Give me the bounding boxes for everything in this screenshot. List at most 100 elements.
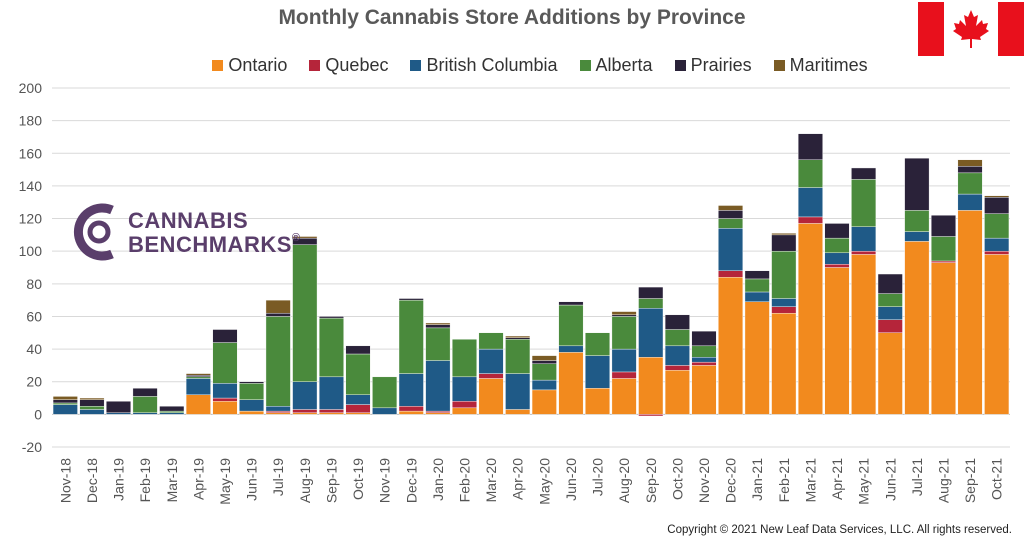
x-tick-label: Oct-19 [350, 458, 366, 500]
bar-segment-quebec [771, 306, 797, 314]
bar-segment-prairies [744, 270, 770, 280]
bar-segment-british-columbia [212, 383, 238, 399]
x-tick-label: Sep-21 [962, 458, 978, 503]
x-tick-label: Feb-20 [456, 458, 472, 503]
bar-segment-quebec [452, 401, 477, 409]
bar-segment-ontario [984, 254, 1010, 415]
bar-segment-maritimes [185, 373, 211, 376]
bar-segment-british-columbia [611, 348, 637, 373]
chart-legend: Ontario Quebec British Columbia Alberta Prai… [100, 55, 980, 76]
y-tick-label: -20 [22, 439, 42, 455]
logo-text-cannabis: CANNABIS [128, 208, 249, 233]
bar-segment-alberta [585, 332, 610, 356]
x-tick-label: Oct-21 [989, 458, 1005, 500]
bar-segment-prairies [398, 298, 424, 301]
legend-item-ontario: Ontario [212, 55, 287, 76]
bar-segment-prairies [664, 314, 690, 330]
bar-segment-quebec [851, 250, 877, 255]
x-tick-label: Dec-20 [723, 458, 739, 503]
bar-segment-quebec [797, 216, 823, 224]
bar-segment-ontario [505, 409, 531, 415]
x-tick-label: Mar-21 [802, 458, 818, 503]
bar-segment-alberta [824, 237, 850, 254]
bar-segment-prairies [984, 197, 1010, 214]
bar-segment-ontario [212, 401, 238, 415]
x-tick-label: Nov-20 [696, 458, 712, 503]
bar-segment-alberta [318, 317, 344, 378]
x-tick-label: Jul-21 [909, 458, 925, 496]
bar-segment-ontario [239, 410, 265, 415]
bar-segment-quebec [345, 404, 371, 413]
bar-segment-ontario [478, 378, 504, 415]
bar-segment-maritimes [425, 322, 451, 325]
bar-segment-maritimes [771, 233, 797, 236]
legend-swatch [579, 60, 591, 71]
bar-segment-ontario [824, 267, 850, 415]
bar-segment-prairies [425, 324, 451, 329]
bar-segment-prairies [505, 337, 531, 340]
x-tick-label: Sep-19 [323, 458, 339, 503]
bar-segment-prairies [691, 330, 717, 347]
legend-swatch [410, 60, 422, 71]
x-tick-label: Jul-20 [590, 458, 606, 496]
bar-segment-british-columbia [79, 409, 105, 415]
cannabis-benchmarks-logo: CANNABIS BENCHMARKS® [72, 200, 312, 264]
bar-segment-prairies [132, 388, 158, 397]
bar-segment-quebec [638, 414, 664, 417]
x-tick-label: Aug-19 [297, 458, 313, 503]
bar-segment-british-columbia [505, 373, 531, 410]
bar-segment-quebec [691, 361, 717, 366]
x-tick-label: May-21 [856, 458, 872, 505]
x-tick-label: Jun-21 [882, 458, 898, 501]
x-tick-label: Mar-19 [164, 458, 180, 503]
y-tick-label: 0 [34, 406, 42, 422]
bar-segment-ontario [531, 389, 557, 415]
bar-segment-ontario [292, 412, 318, 415]
legend-swatch [212, 60, 224, 71]
bar-segment-alberta [292, 244, 318, 382]
bar-segment-alberta [52, 402, 78, 405]
bar-segment-alberta [771, 250, 797, 299]
x-tick-label: Oct-20 [669, 458, 685, 500]
bar-segment-prairies [239, 381, 265, 384]
y-tick-label: 200 [19, 80, 43, 96]
bar-segment-quebec [984, 250, 1010, 255]
bar-segment-ontario [558, 352, 584, 415]
bar-segment-prairies [931, 215, 956, 237]
bar-segment-ontario [398, 410, 424, 415]
bar-segment-alberta [558, 304, 584, 347]
legend-swatch [773, 60, 785, 71]
registered-mark: ® [291, 232, 301, 244]
bar-segment-british-columbia [185, 378, 211, 395]
legend-swatch [674, 60, 686, 71]
bar-segment-alberta [664, 329, 690, 347]
legend-label: Quebec [325, 55, 389, 75]
bar-segment-quebec [931, 260, 956, 263]
bar-segment-maritimes [611, 311, 637, 316]
bar-segment-prairies [611, 314, 637, 317]
bar-segment-british-columbia [824, 252, 850, 265]
y-tick-label: 80 [26, 276, 42, 292]
bar-segment-british-columbia [132, 412, 158, 415]
x-tick-label: Dec-19 [403, 458, 419, 503]
x-tick-label: Nov-18 [57, 458, 73, 503]
bar-segment-ontario [425, 412, 451, 415]
x-tick-label: Aug-20 [616, 458, 632, 503]
bar-segment-prairies [957, 166, 983, 174]
bar-segment-maritimes [957, 159, 983, 167]
bar-segment-quebec [877, 319, 903, 333]
bar-segment-british-columbia [691, 357, 717, 363]
legend-item-british-columbia: British Columbia [410, 55, 558, 76]
bar-segment-alberta [425, 327, 451, 361]
bar-segment-british-columbia [318, 376, 344, 410]
bar-segment-maritimes [292, 236, 318, 239]
bar-segment-british-columbia [797, 187, 823, 218]
y-tick-label: 160 [19, 145, 43, 161]
legend-label: Ontario [228, 55, 288, 75]
bar-segment-british-columbia [904, 231, 930, 242]
cannabis-benchmarks-logo-mark-icon [73, 203, 114, 261]
bar-segment-british-columbia [106, 412, 131, 415]
bar-segment-prairies [531, 360, 557, 364]
legend-swatch [309, 60, 321, 71]
bar-segment-alberta [79, 406, 105, 410]
